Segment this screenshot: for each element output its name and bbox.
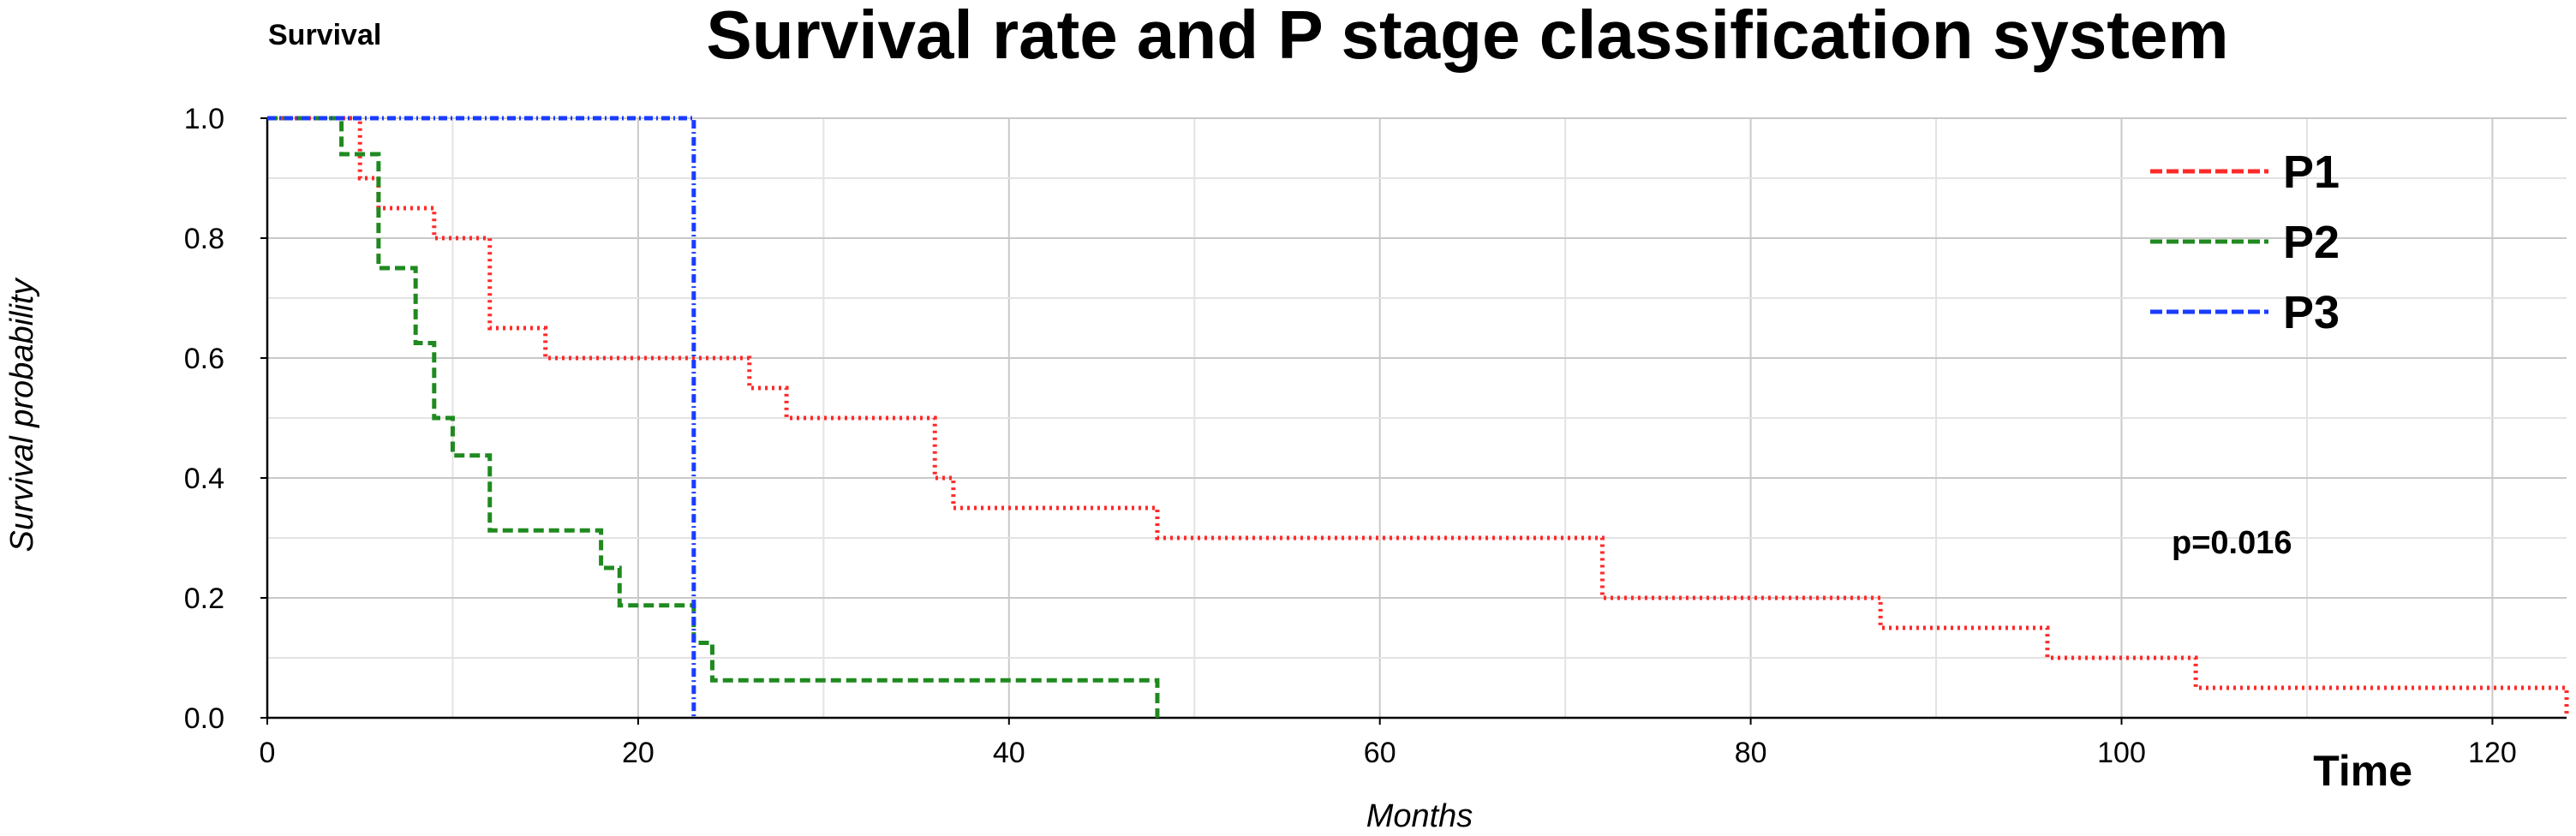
x-tick-label: 40: [993, 737, 1025, 769]
x-tick-label: 20: [622, 737, 654, 769]
legend-label-p1: P1: [2283, 146, 2340, 198]
series-line-p2: [267, 116, 1160, 718]
legend-label-p3: P3: [2283, 287, 2340, 338]
x-tick-label: 60: [1364, 737, 1396, 769]
y-tick-label: 0.8: [184, 223, 224, 255]
y-axis-title: Survival probability: [4, 278, 40, 552]
x-tick-label: 0: [260, 737, 276, 769]
corner-label: Survival: [268, 19, 381, 51]
series-layer: [267, 116, 2569, 718]
y-tick-label: 0.6: [184, 343, 224, 375]
p-value-annotation: p=0.016: [2172, 525, 2292, 561]
y-tick-label: 1.0: [184, 103, 224, 135]
series-line-p3: [267, 116, 696, 718]
x-axis-title: Months: [1366, 798, 1473, 834]
series-line-p1: [267, 116, 2569, 718]
x-tick-label: 80: [1735, 737, 1767, 769]
x-tick-label: 100: [2097, 737, 2146, 769]
axes: [260, 117, 2567, 725]
x-tick-label: 120: [2468, 737, 2517, 769]
legend: P1 P2 P3: [2150, 146, 2340, 338]
legend-label-p2: P2: [2283, 217, 2340, 268]
chart-title: Survival rate and P stage classification…: [706, 0, 2228, 73]
y-tick-label: 0.2: [184, 582, 224, 615]
y-tick-label: 0.4: [184, 463, 224, 495]
y-tick-label: 0.0: [184, 702, 224, 735]
time-label: Time: [2313, 747, 2412, 795]
tick-labels: 0 20 40 60 80 100 120 0.0 0.2 0.4 0.6 0.8 1.0: [184, 103, 2517, 769]
